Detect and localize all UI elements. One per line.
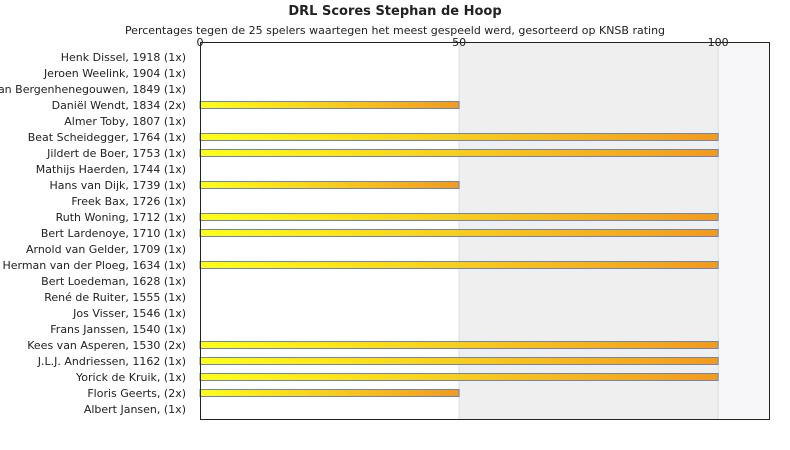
category-label: Beat Scheidegger, 1764 (1x) (28, 131, 186, 144)
bar (199, 229, 719, 237)
category-label: Bert Loedeman, 1628 (1x) (41, 275, 186, 288)
category-label: Floris Geerts, (2x) (87, 387, 186, 400)
category-label: Kees van Asperen, 1530 (2x) (27, 339, 186, 352)
category-label: René de Ruiter, 1555 (1x) (44, 291, 186, 304)
category-label: Bert Lardenoye, 1710 (1x) (41, 227, 186, 240)
bar (199, 357, 719, 365)
chart-subtitle: Percentages tegen de 25 spelers waartege… (124, 24, 666, 37)
bar (199, 261, 719, 269)
category-label: Mathijs Haerden, 1744 (1x) (36, 163, 186, 176)
category-label: Yorick de Kruik, (1x) (75, 371, 186, 384)
bar (199, 341, 719, 349)
category-label: Ruth Woning, 1712 (1x) (56, 211, 186, 224)
category-label: Dirk van Bergenhenegouwen, 1849 (1x) (0, 83, 186, 96)
category-label: Herman van der Ploeg, 1634 (1x) (2, 259, 186, 272)
category-label: Hans van Dijk, 1739 (1x) (50, 179, 186, 192)
bar (199, 181, 460, 189)
bar (199, 373, 719, 381)
category-label: Albert Jansen, (1x) (84, 403, 186, 416)
category-label: Almer Toby, 1807 (1x) (64, 115, 186, 128)
category-label: Daniël Wendt, 1834 (2x) (52, 99, 186, 112)
plot-band (718, 42, 770, 420)
category-label: Freek Bax, 1726 (1x) (71, 195, 186, 208)
bar (199, 101, 460, 109)
category-label: Arnold van Gelder, 1709 (1x) (26, 243, 186, 256)
category-label: Jildert de Boer, 1753 (1x) (46, 147, 186, 160)
chart-title: DRL Scores Stephan de Hoop (288, 4, 502, 19)
category-label: Frans Janssen, 1540 (1x) (50, 323, 186, 336)
plot-frame (200, 42, 770, 420)
category-label: Jos Visser, 1546 (1x) (72, 307, 186, 320)
bar (199, 389, 460, 397)
bar (199, 213, 719, 221)
category-label: J.L.J. Andriessen, 1162 (1x) (37, 355, 186, 368)
bar (199, 149, 719, 157)
category-label: Henk Dissel, 1918 (1x) (61, 51, 186, 64)
bar (199, 133, 719, 141)
category-label: Jeroen Weelink, 1904 (1x) (43, 67, 186, 80)
